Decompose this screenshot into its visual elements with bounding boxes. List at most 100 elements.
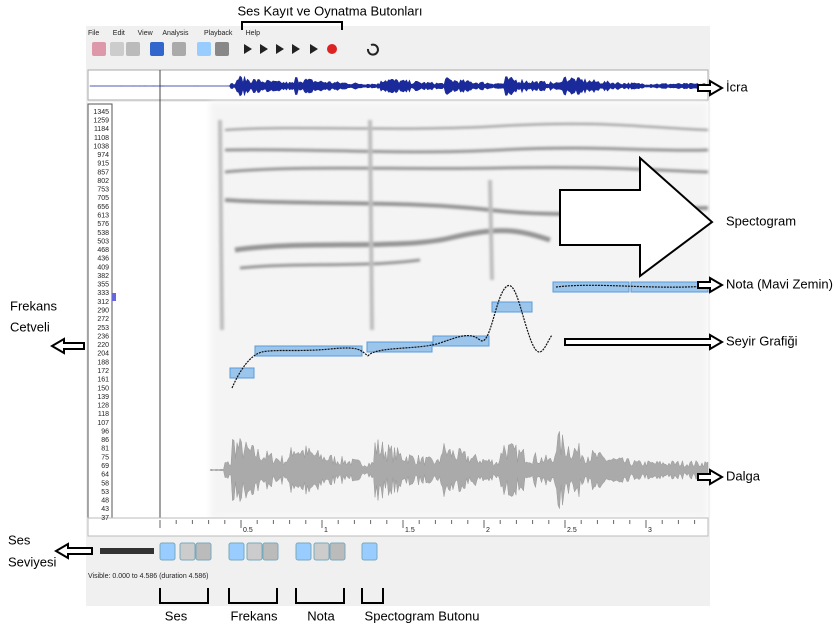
frequency-label: 656 [97,204,109,211]
frequency-label: 857 [97,169,109,176]
ruler-marker [112,293,116,301]
frequency-label: 382 [97,273,109,280]
tool-button[interactable] [92,42,106,56]
tool-button[interactable] [197,42,211,56]
frequency-label: 236 [97,333,109,340]
annotation: İcra [726,79,748,94]
tool-button[interactable] [172,42,186,56]
note [553,282,629,292]
frequency-label: 172 [97,368,109,375]
frequency-label: 1345 [93,109,109,116]
frequency-label: 37 [101,515,109,522]
annotation: Cetveli [10,319,50,334]
annotation: Dalga [726,468,761,483]
annotated-screenshot: Visible: 0.000 to 4.586 (duration 4.586)… [0,0,834,629]
tool-button[interactable] [126,42,140,56]
frequency-label: 48 [101,498,109,505]
time-label: 1 [324,527,328,534]
time-label: 0.5 [243,527,253,534]
frequency-label: 355 [97,282,109,289]
frequency-label: 802 [97,178,109,185]
annotation: Spectogram [726,213,796,228]
menu-item[interactable]: Help [246,30,261,37]
pane-button[interactable] [330,543,345,560]
record-button[interactable] [327,44,337,54]
frequency-label: 128 [97,403,109,410]
annotation: Ses Kayıt ve Oynatma Butonları [238,3,423,18]
pane-button[interactable] [180,543,195,560]
time-label: 2.5 [567,527,577,534]
frequency-label: 409 [97,264,109,271]
annotation: Seyir Grafiği [726,333,798,348]
frequency-label: 69 [101,463,109,470]
frequency-label: 139 [97,394,109,401]
menu-item[interactable]: Analysis [162,30,189,37]
menu-item[interactable]: Playback [204,30,233,37]
frequency-label: 150 [97,385,109,392]
frequency-label: 1184 [94,126,109,133]
frequency-label: 272 [97,316,109,323]
tool-button[interactable] [150,42,164,56]
frequency-label: 96 [101,428,109,435]
note [631,282,708,292]
frequency-label: 53 [101,489,109,496]
arrow [52,339,84,353]
frequency-label: 312 [97,299,109,306]
annotation: Ses [165,608,188,623]
pane-button[interactable] [247,543,262,560]
time-label: 2 [486,527,490,534]
frequency-label: 253 [97,325,109,332]
frequency-label: 43 [101,506,109,513]
frequency-label: 538 [97,230,109,237]
frequency-label: 75 [101,454,109,461]
frequency-label: 1108 [94,135,109,142]
frequency-label: 220 [97,342,109,349]
time-label: 1.5 [405,527,415,534]
frequency-label: 468 [97,247,109,254]
frequency-label: 915 [97,161,109,168]
annotation: Frekans [10,298,57,313]
annotation: Seviyesi [8,554,57,569]
pane-button[interactable] [229,543,244,560]
frequency-label: 753 [97,187,109,194]
frequency-label: 290 [97,308,109,315]
annotation: Spectogram Butonu [365,608,480,623]
pane-button[interactable] [196,543,211,560]
frequency-label: 64 [101,472,109,479]
frequency-label: 974 [97,152,109,159]
frequency-label: 58 [101,480,109,487]
menu-item[interactable]: File [88,30,99,37]
note [230,368,254,378]
frequency-label: 86 [101,437,109,444]
pane-button[interactable] [314,543,329,560]
frequency-label: 436 [97,256,109,263]
frequency-label: 81 [101,446,109,453]
frequency-label: 188 [97,359,109,366]
tool-button[interactable] [110,42,124,56]
pane-button[interactable] [160,543,175,560]
frequency-label: 613 [97,213,109,220]
frequency-label: 161 [97,377,109,384]
frequency-label: 333 [97,290,109,297]
frequency-label: 1038 [93,143,109,150]
time-ruler [88,518,708,536]
level-slider[interactable] [100,548,154,554]
frequency-label: 503 [97,238,109,245]
pane-button[interactable] [362,543,377,560]
frequency-label: 118 [98,411,109,418]
annotation: Ses [8,532,31,547]
annotation: Frekans [231,608,278,623]
pane-button[interactable] [263,543,278,560]
menu-item[interactable]: Edit [113,30,125,37]
pane-button[interactable] [296,543,311,560]
menu-item[interactable]: View [138,30,154,37]
status-text: Visible: 0.000 to 4.586 (duration 4.586) [88,573,209,580]
frequency-label: 204 [97,351,109,358]
frequency-label: 107 [97,420,109,427]
annotation: Nota (Mavi Zemin) [726,276,833,291]
frequency-label: 705 [97,195,109,202]
frequency-label: 576 [97,221,109,228]
frequency-label: 1259 [93,117,109,124]
note [433,336,489,346]
tool-button[interactable] [215,42,229,56]
